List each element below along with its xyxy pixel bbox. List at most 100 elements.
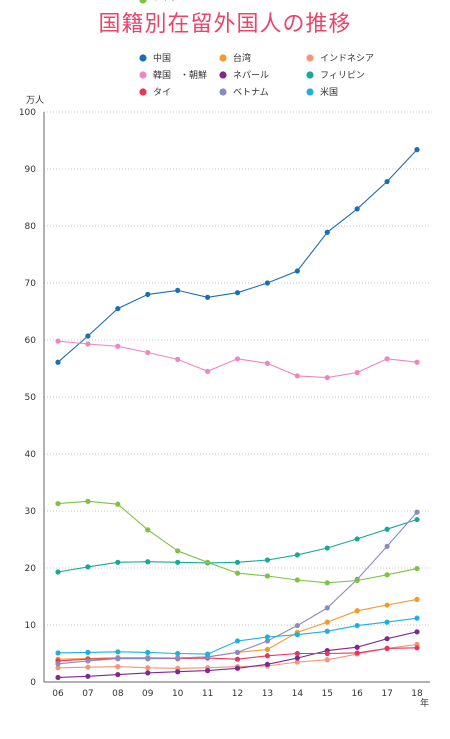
data-point <box>384 636 390 642</box>
series-line <box>57 617 418 655</box>
series-line <box>57 149 418 363</box>
data-point <box>175 669 181 675</box>
data-point <box>264 280 271 286</box>
data-point <box>264 557 271 563</box>
x-unit-label: 年 <box>420 697 429 709</box>
legend-label: ブラジル <box>153 0 189 3</box>
legend-label: 中国 <box>153 52 171 64</box>
data-point <box>354 622 360 629</box>
data-point <box>294 622 300 629</box>
data-point <box>175 559 181 565</box>
y-tick-labels: 0 10 20 30 40 50 60 70 80 90 100 <box>19 108 36 688</box>
data-point <box>145 349 151 356</box>
y-tick-label: 10 <box>25 621 37 631</box>
x-tick-label: 08 <box>112 689 124 699</box>
axes <box>43 112 430 683</box>
data-point <box>234 559 241 565</box>
data-point <box>384 526 390 532</box>
x-tick-label: 18 <box>411 689 423 699</box>
y-tick-label: 30 <box>25 507 37 517</box>
data-point <box>414 359 420 365</box>
data-point <box>414 645 420 651</box>
y-tick-label: 90 <box>25 165 37 175</box>
data-point <box>264 360 271 366</box>
x-tick-label: 17 <box>381 689 392 699</box>
data-point <box>115 306 121 312</box>
series <box>55 498 420 586</box>
legend-marker <box>306 54 314 62</box>
data-point <box>234 649 241 655</box>
series <box>55 516 420 575</box>
legend-item: 台湾 <box>219 52 251 64</box>
x-tick-label: 06 <box>52 689 64 699</box>
data-point <box>414 629 420 635</box>
y-tick-label: 100 <box>19 108 36 118</box>
data-point <box>115 501 121 507</box>
data-point <box>85 658 91 664</box>
data-point <box>85 664 91 670</box>
legend-item: ブラジル <box>139 0 189 4</box>
chart-title: 国籍別在留外国人の推移 <box>98 12 352 37</box>
data-point <box>414 509 420 515</box>
data-point <box>204 368 211 374</box>
legend-marker <box>139 0 147 4</box>
data-point <box>55 674 61 681</box>
data-point <box>324 619 330 625</box>
data-point <box>55 569 61 575</box>
legend-item: ベトナム <box>219 87 269 98</box>
y-tick-label: 40 <box>25 450 37 460</box>
x-tick-label: 13 <box>262 689 273 699</box>
data-point <box>324 657 330 663</box>
legend-label: ベトナム <box>233 87 269 98</box>
data-point <box>264 646 271 653</box>
y-tick-label: 20 <box>25 564 37 574</box>
legend-label: 米国 <box>320 86 338 98</box>
x-tick-label: 09 <box>142 689 154 699</box>
data-point <box>204 559 211 565</box>
series <box>55 629 420 681</box>
data-point <box>234 665 241 671</box>
legend-marker <box>139 88 147 96</box>
legend-item: インドネシア <box>306 53 374 64</box>
y-tick-label: 80 <box>25 222 37 232</box>
data-point <box>204 294 211 300</box>
data-point <box>414 147 420 153</box>
data-point <box>324 628 330 634</box>
data-point <box>384 543 390 549</box>
data-point <box>414 615 420 621</box>
data-point <box>234 290 241 296</box>
data-point <box>145 656 151 662</box>
data-point <box>384 356 390 362</box>
data-point <box>204 668 211 674</box>
data-point <box>55 338 61 344</box>
data-point <box>85 498 91 504</box>
data-point <box>324 229 330 235</box>
data-point <box>354 536 360 542</box>
data-point <box>414 565 420 572</box>
legend-label: インドネシア <box>320 53 374 64</box>
series-layer <box>55 147 420 681</box>
data-point <box>324 580 330 586</box>
data-point <box>384 619 390 625</box>
legend-label: タイ <box>153 87 171 98</box>
data-point <box>384 572 390 578</box>
legend-marker <box>219 88 227 96</box>
legend-label: 韓国 ・朝鮮 <box>153 69 207 81</box>
data-point <box>55 359 61 365</box>
data-point <box>85 333 91 339</box>
data-point <box>264 653 271 659</box>
data-point <box>115 664 121 670</box>
data-point <box>145 291 151 297</box>
data-point <box>85 564 91 570</box>
data-point <box>204 651 211 657</box>
data-point <box>264 573 271 579</box>
data-point <box>384 602 390 608</box>
data-point <box>264 661 271 667</box>
legend-marker <box>306 88 314 96</box>
x-tick-labels: 06 07 08 09 10 11 12 13 14 15 16 17 18 <box>52 689 423 699</box>
legend-label: ネパール <box>233 70 269 81</box>
data-point <box>294 552 300 558</box>
data-point <box>145 559 151 565</box>
x-tick-label: 10 <box>172 689 184 699</box>
